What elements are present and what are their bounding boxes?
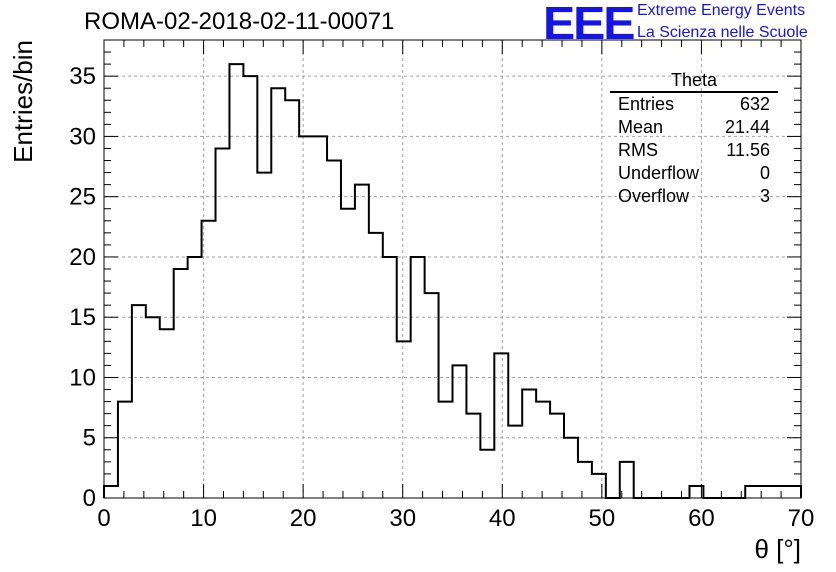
stat-value: 0 [759, 163, 770, 183]
histogram-bar [494, 353, 508, 498]
x-tick-label: 70 [788, 505, 815, 532]
stat-row-underflow: Underflow 0 [610, 162, 778, 185]
x-tick-label: 0 [97, 505, 110, 532]
histogram-bar [578, 462, 592, 498]
stat-value: 11.56 [726, 140, 770, 160]
histogram-bar [453, 365, 467, 498]
histogram-bar [355, 185, 369, 498]
stat-value: 3 [759, 186, 770, 206]
x-tick-label: 50 [589, 505, 616, 532]
histogram-bar [439, 402, 453, 498]
histogram-bar [787, 486, 801, 498]
histogram-bar [216, 148, 230, 498]
logo-line-1: Extreme Energy Events [637, 2, 806, 19]
histogram-bar [397, 341, 411, 498]
chart-title: ROMA-02-2018-02-11-00071 [84, 8, 395, 35]
stat-value: 21.44 [724, 117, 770, 137]
histogram-bar [257, 173, 271, 498]
x-tick-label: 30 [389, 505, 416, 532]
y-tick-label: 35 [69, 63, 96, 90]
stat-value: 632 [739, 94, 770, 114]
stat-label: Overflow [618, 186, 690, 206]
stat-label: Underflow [618, 163, 700, 183]
y-tick-label: 25 [69, 184, 96, 211]
histogram-bar [174, 269, 188, 498]
histogram-bar [745, 486, 759, 498]
x-tick-label: 40 [489, 505, 516, 532]
stat-row-mean: Mean 21.44 [610, 116, 778, 139]
histogram-bar [508, 426, 522, 498]
stats-title: Theta [610, 70, 778, 93]
histogram-bar [229, 64, 243, 498]
histogram-bar [341, 209, 355, 498]
histogram-bar [773, 486, 787, 498]
histogram-bar [104, 486, 118, 498]
histogram-bar [592, 474, 606, 498]
histogram-bar [550, 414, 564, 498]
y-axis-label: Entries/bin [8, 40, 38, 163]
histogram-bar [564, 438, 578, 498]
histogram-bar [480, 450, 494, 498]
stat-row-rms: RMS 11.56 [610, 139, 778, 162]
histogram-bar [466, 414, 480, 498]
y-tick-label: 15 [69, 304, 96, 331]
eee-logo: EEE [543, 0, 635, 49]
y-tick-label: 0 [83, 485, 96, 512]
histogram-bar [243, 76, 257, 498]
x-axis-label: θ [°] [754, 534, 801, 564]
histogram-bar [271, 88, 285, 498]
histogram-bar [299, 136, 313, 498]
histogram-bar [160, 329, 174, 498]
histogram-bar [425, 293, 439, 498]
histogram-bar [146, 317, 160, 498]
x-tick-label: 20 [290, 505, 317, 532]
stats-box: Theta Entries 632 Mean 21.44 RMS 11.56 Unde… [610, 70, 778, 208]
histogram-bar [522, 390, 536, 498]
x-tick-label: 10 [190, 505, 217, 532]
histogram-bar [285, 100, 299, 498]
stat-row-entries: Entries 632 [610, 93, 778, 116]
histogram-bar [118, 402, 132, 498]
logo-line-2: La Scienza nelle Scuole [637, 24, 808, 41]
histogram-bar [536, 402, 550, 498]
histogram-bar [327, 161, 341, 498]
histogram-bar [369, 233, 383, 498]
y-tick-label: 10 [69, 364, 96, 391]
histogram-bar [132, 305, 146, 498]
stat-label: Mean [618, 117, 664, 137]
plot-frame [103, 39, 802, 499]
stat-label: Entries [618, 94, 675, 114]
y-tick-label: 20 [69, 244, 96, 271]
y-tick-label: 5 [83, 425, 96, 452]
stat-row-overflow: Overflow 3 [610, 185, 778, 208]
stat-label: RMS [618, 140, 658, 160]
x-tick-label: 60 [688, 505, 715, 532]
y-tick-label: 30 [69, 123, 96, 150]
